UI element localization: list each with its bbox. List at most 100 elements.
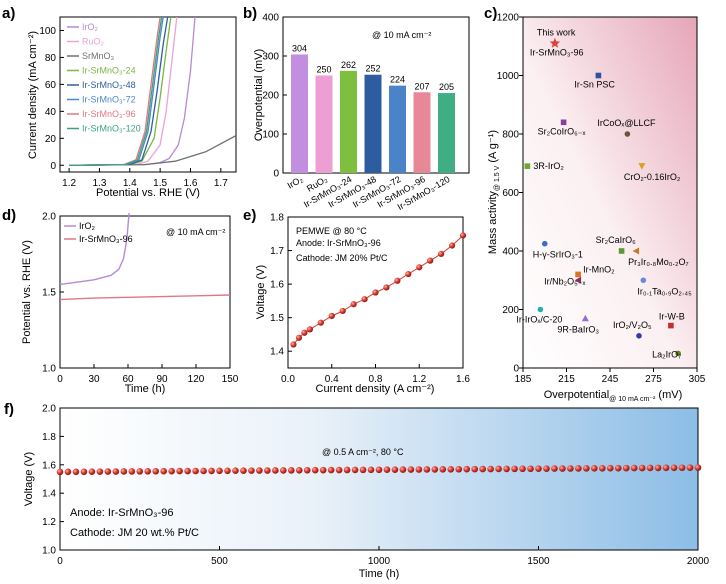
panel-e-point (306, 326, 313, 333)
panel-f-point (567, 465, 574, 472)
panel-f-point (64, 468, 72, 476)
panel-c-point-label: Sr₂CoIrO₆₋ₓ (538, 126, 586, 136)
panel-a-legend-label: RuO₂ (82, 37, 105, 47)
panel-c-point (581, 314, 589, 322)
panel-e-xlabel: Current density (A cm⁻²) (316, 383, 435, 395)
panel-f-point (303, 466, 311, 474)
panel-b-bar (291, 54, 308, 173)
panel-e-point (339, 307, 346, 315)
panel-f-xtick-label: 2000 (687, 556, 710, 567)
panel-a: Potential vs. RHE (V) Current density (m… (27, 16, 237, 199)
panel-a-xtick-label: 1.6 (184, 178, 198, 189)
panel-c-point-label: Ir-W-B (659, 312, 685, 322)
panel-b-bar-value-label: 207 (414, 81, 429, 91)
panel-f-point (88, 468, 96, 475)
panel-f-note-2: Cathode: JM 20 wt.% Pt/C (70, 527, 199, 539)
panel-c-point (549, 37, 561, 48)
panel-b-ytick-label: 300 (262, 52, 279, 63)
panel-c-point-label: Ir-MnO₂ (583, 264, 615, 274)
panel-b-bar-value-label: 250 (316, 65, 331, 75)
panel-f-point (248, 467, 255, 474)
panel-c-point-label: Pr₃Ir₀.₈Mo₀.₂O₇ (628, 257, 688, 267)
panel-f-point (128, 468, 136, 475)
panel-label-a: a) (2, 5, 15, 22)
panel-f: @ 0.5 A cm⁻², 80 °C Anode: Ir-SrMnO₃-96 … (23, 404, 710, 581)
panel-a-ylabel: Current density (mA cm⁻²) (27, 31, 39, 159)
panel-c-point (574, 276, 582, 284)
panel-c-point-label: 9R-BaIrO₃ (557, 324, 599, 334)
panel-f-point (471, 465, 479, 473)
panel-c-point (640, 277, 647, 284)
panel-f-point (343, 466, 351, 474)
panel-c-point (618, 248, 625, 254)
panel-f-point (535, 465, 542, 473)
panel-c-point-label: This work (537, 27, 576, 37)
panel-c-point-label: Ir-SrMnO₃-96 (530, 47, 584, 57)
panel-f-point (144, 468, 152, 475)
panel-f-point (599, 464, 606, 472)
panel-f-point (208, 467, 215, 475)
panel-e-note-1: PEMWE @ 80 °C (296, 226, 367, 236)
panel-f-point (240, 467, 247, 474)
panel-e-point (438, 250, 445, 258)
panel-c-ytick-label: 200 (502, 305, 519, 316)
panel-c-ytick-label: 400 (502, 247, 519, 258)
panel-b-annotation: @ 10 mA cm⁻² (372, 30, 431, 40)
panel-f-point (622, 464, 630, 472)
panel-f-point (678, 464, 686, 472)
panel-label-e: e) (243, 207, 256, 224)
panel-f-point (543, 465, 550, 472)
panel-e-xtick-label: 1.6 (456, 374, 470, 385)
panel-d-ytick-label: 1.5 (42, 288, 56, 299)
panel-b-bar (438, 93, 455, 173)
panel-d-xlabel: Time (h) (125, 383, 166, 395)
panel-b-bar (315, 75, 333, 173)
panel-b-bar (340, 70, 357, 173)
panel-e-point (290, 341, 297, 348)
panel-f-point (112, 468, 120, 475)
panel-f-point (399, 466, 407, 473)
panel-b-ylabel: Overpotential (mV) (253, 49, 265, 141)
panel-f-point (287, 467, 295, 474)
panel-e-xtick-label: 0.8 (369, 374, 383, 385)
panel-c-ytick-label: 1200 (497, 13, 520, 24)
panel-a-xtick-label: 1.3 (92, 178, 106, 189)
panel-f-point (200, 467, 207, 475)
panel-c-ytick-label: 800 (502, 130, 519, 141)
panel-d-legend-label: IrO₂ (79, 221, 95, 231)
panel-f-point (232, 467, 239, 475)
panel-f-point (391, 466, 399, 473)
panel-a-xtick-label: 1.4 (123, 178, 137, 189)
panel-f-point (575, 465, 582, 472)
panel-f-point (487, 465, 494, 473)
panel-e-note-2: Anode: Ir-SrMnO₃-96 (296, 238, 381, 248)
panel-f-point (638, 464, 646, 472)
panel-f-point (224, 467, 231, 475)
panel-c-point-label: Ir/Nb₂O₅₋ₓ (544, 276, 585, 286)
panel-f-point (670, 464, 678, 472)
panel-a-legend-label: IrO₂ (82, 22, 98, 32)
panel-c-ylabel: Mass activity@ 1.5 V (A g⁻¹) (487, 130, 501, 254)
panel-f-point (272, 467, 279, 474)
panel-f-point (591, 465, 598, 472)
panel-f-point (264, 467, 271, 474)
panel-f-point (559, 465, 566, 472)
panel-f-point (327, 466, 335, 474)
panel-f-point (359, 466, 367, 474)
panel-e-xtick-label: 0.0 (281, 374, 295, 385)
panel-f-point (423, 466, 431, 473)
panel-c-point (624, 131, 631, 137)
panel-f-point (136, 468, 144, 475)
panel-f-point (120, 468, 128, 475)
panel-d-annotation: @ 10 mA cm⁻² (166, 227, 225, 237)
panel-label-b: b) (243, 5, 257, 22)
panel-e-fit-line (293, 235, 464, 345)
panel-b-bar-value-label: 224 (390, 75, 405, 85)
panel-e-point (317, 319, 324, 326)
panel-a-ytick-label: 80 (45, 53, 57, 64)
panel-a-legend-label: SrMnO₃ (82, 51, 115, 61)
panel-a-xtick-label: 1.7 (214, 178, 228, 189)
panel-c-point-label: Ir₀.₁Ta₀.₉O₂.₄₅ (637, 286, 692, 296)
panel-b-ytick-label: 200 (262, 91, 279, 102)
panel-f-ylabel: Voltage (V) (23, 452, 35, 506)
